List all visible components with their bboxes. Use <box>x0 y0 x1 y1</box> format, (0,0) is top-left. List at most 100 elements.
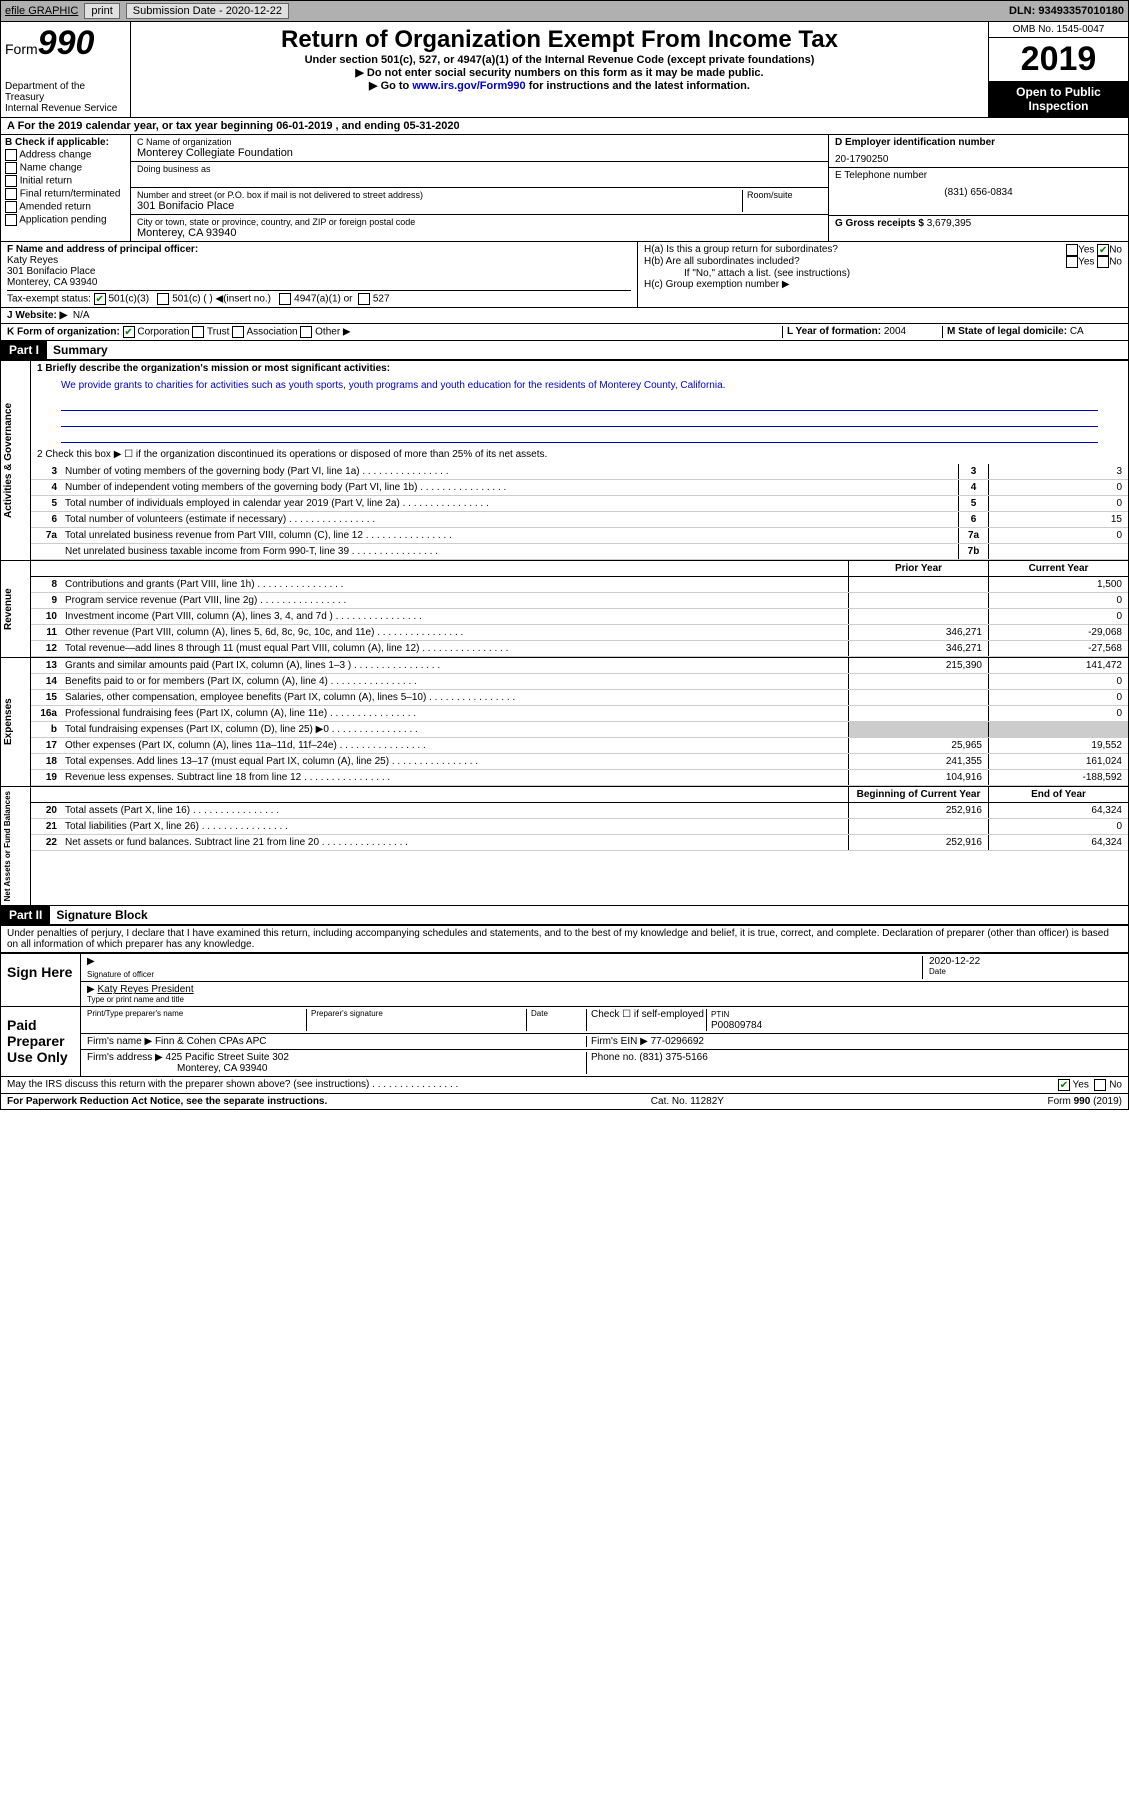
data-line: 12Total revenue—add lines 8 through 11 (… <box>31 641 1128 657</box>
netassets-section: Net Assets or Fund Balances Beginning of… <box>0 787 1129 906</box>
self-emp: Check ☐ if self-employed <box>587 1009 707 1031</box>
sig-date: 2020-12-22 <box>929 956 1122 967</box>
cb-501c3[interactable] <box>94 293 106 305</box>
officer-name: Katy Reyes <box>7 255 631 266</box>
cb-527[interactable] <box>358 293 370 305</box>
cb-ha-yes[interactable] <box>1066 244 1078 256</box>
firm-ein: 77-0296692 <box>651 1036 704 1047</box>
date-lbl: Date <box>929 967 1122 976</box>
data-line: 18Total expenses. Add lines 13–17 (must … <box>31 754 1128 770</box>
data-line: 21Total liabilities (Part X, line 26)0 <box>31 819 1128 835</box>
note2-pre: Go to <box>381 80 413 92</box>
data-line: 17Other expenses (Part IX, column (A), l… <box>31 738 1128 754</box>
box-b-item[interactable]: Application pending <box>5 214 126 226</box>
tax-exempt-row: Tax-exempt status: 501(c)(3) 501(c) ( ) … <box>7 290 631 305</box>
ein-value: 20-1790250 <box>835 154 1122 165</box>
efile-link[interactable]: efile GRAPHIC <box>5 5 78 17</box>
gov-line: 3Number of voting members of the governi… <box>31 464 1128 480</box>
data-line: 10Investment income (Part VIII, column (… <box>31 609 1128 625</box>
box-j: J Website: ▶ N/A <box>0 308 1129 324</box>
box-m: M State of legal domicile: CA <box>942 326 1122 338</box>
part2-tag: Part II <box>1 906 50 924</box>
lbl-501c: 501(c) ( ) ◀(insert no.) <box>172 294 271 305</box>
lbl-4947: 4947(a)(1) or <box>294 294 352 305</box>
data-line: bTotal fundraising expenses (Part IX, co… <box>31 722 1128 738</box>
cb-discuss-yes[interactable] <box>1058 1079 1070 1091</box>
form-right: OMB No. 1545-0047 2019 Open to Public In… <box>988 22 1128 117</box>
dln-label: DLN: 93493357010180 <box>1009 5 1124 17</box>
form-note1: Do not enter social security numbers on … <box>135 66 984 79</box>
dba-label: Doing business as <box>137 164 822 174</box>
lbl-yes: Yes <box>1073 1080 1089 1091</box>
addr-label: Number and street (or P.O. box if mail i… <box>137 190 742 200</box>
cb-hb-yes[interactable] <box>1066 256 1078 268</box>
data-line: 11Other revenue (Part VIII, column (A), … <box>31 625 1128 641</box>
section-bcd: B Check if applicable: Address change Na… <box>0 135 1129 242</box>
prep-date-lbl: Date <box>527 1009 587 1031</box>
m-label: M State of legal domicile: <box>947 326 1067 337</box>
firm-phone-lbl: Phone no. <box>591 1052 637 1063</box>
firm-name: Finn & Cohen CPAs APC <box>155 1036 267 1047</box>
box-b-item[interactable]: Final return/terminated <box>5 188 126 200</box>
box-b-item[interactable]: Name change <box>5 162 126 174</box>
expenses-section: Expenses 13Grants and similar amounts pa… <box>0 658 1129 787</box>
cb-other[interactable] <box>300 326 312 338</box>
form-header: Form990 Department of the Treasury Inter… <box>0 22 1129 118</box>
box-b-item[interactable]: Address change <box>5 149 126 161</box>
open-inspection: Open to Public Inspection <box>989 81 1128 117</box>
cb-ha-no[interactable] <box>1097 244 1109 256</box>
form-left: Form990 Department of the Treasury Inter… <box>1 22 131 117</box>
part2-title: Signature Block <box>50 906 153 924</box>
discuss-row: May the IRS discuss this return with the… <box>0 1077 1129 1094</box>
officer-addr1: 301 Bonifacio Place <box>7 266 631 277</box>
j-label: J Website: ▶ <box>7 310 67 321</box>
col-begin: Beginning of Current Year <box>848 787 988 802</box>
form-note2: Go to www.irs.gov/Form990 for instructio… <box>135 79 984 92</box>
cb-4947[interactable] <box>279 293 291 305</box>
tax-year: 2019 <box>989 38 1128 81</box>
footer-mid: Cat. No. 11282Y <box>651 1096 724 1107</box>
omb-label: OMB No. 1545-0047 <box>989 22 1128 38</box>
prep-name-lbl: Print/Type preparer's name <box>87 1009 307 1031</box>
cb-501c[interactable] <box>157 293 169 305</box>
cb-hb-no[interactable] <box>1097 256 1109 268</box>
box-b-item[interactable]: Amended return <box>5 201 126 213</box>
lbl-527: 527 <box>373 294 390 305</box>
box-f: F Name and address of principal officer:… <box>1 242 638 307</box>
gov-line: 6Total number of volunteers (estimate if… <box>31 512 1128 528</box>
data-line: 22Net assets or fund balances. Subtract … <box>31 835 1128 851</box>
submission-date-button[interactable]: Submission Date - 2020-12-22 <box>126 3 289 19</box>
cb-assoc[interactable] <box>232 326 244 338</box>
k-label: K Form of organization: <box>7 327 120 338</box>
box-b-label: B Check if applicable: <box>5 137 126 148</box>
gross-value: 3,679,395 <box>927 218 972 229</box>
officer-type-lbl: Type or print name and title <box>87 995 1122 1004</box>
cb-trust[interactable] <box>192 326 204 338</box>
box-f-label: F Name and address of principal officer: <box>7 244 631 255</box>
box-deg: D Employer identification number20-17902… <box>828 135 1128 241</box>
revenue-section: Revenue Prior YearCurrent Year 8Contribu… <box>0 561 1129 658</box>
vtab-revenue: Revenue <box>1 561 31 657</box>
col-prior: Prior Year <box>848 561 988 576</box>
ha-label: H(a) Is this a group return for subordin… <box>644 244 838 256</box>
room-label: Room/suite <box>742 190 822 212</box>
box-b-item[interactable]: Initial return <box>5 175 126 187</box>
q2-text: 2 Check this box ▶ ☐ if the organization… <box>31 445 1128 464</box>
form990-link[interactable]: www.irs.gov/Form990 <box>412 80 525 92</box>
firm-phone: (831) 375-5166 <box>639 1052 707 1063</box>
governance-section: Activities & Governance 1 Briefly descri… <box>0 361 1129 561</box>
cb-discuss-no[interactable] <box>1094 1079 1106 1091</box>
firm-addr-lbl: Firm's address ▶ <box>87 1052 163 1063</box>
box-c: C Name of organizationMonterey Collegiat… <box>131 135 828 241</box>
ptin-lbl: PTIN <box>711 1010 729 1019</box>
gov-line: 7aTotal unrelated business revenue from … <box>31 528 1128 544</box>
footer-right: Form 990 (2019) <box>1048 1096 1122 1107</box>
lbl-501c3: 501(c)(3) <box>108 294 149 305</box>
q1-text: We provide grants to charities for activ… <box>31 376 1128 395</box>
footer: For Paperwork Reduction Act Notice, see … <box>0 1094 1129 1110</box>
hb-note: If "No," attach a list. (see instruction… <box>644 268 1122 279</box>
print-button[interactable]: print <box>84 3 119 19</box>
cb-corp[interactable] <box>123 326 135 338</box>
city-label: City or town, state or province, country… <box>137 217 822 227</box>
gross-label: G Gross receipts $ <box>835 218 924 229</box>
